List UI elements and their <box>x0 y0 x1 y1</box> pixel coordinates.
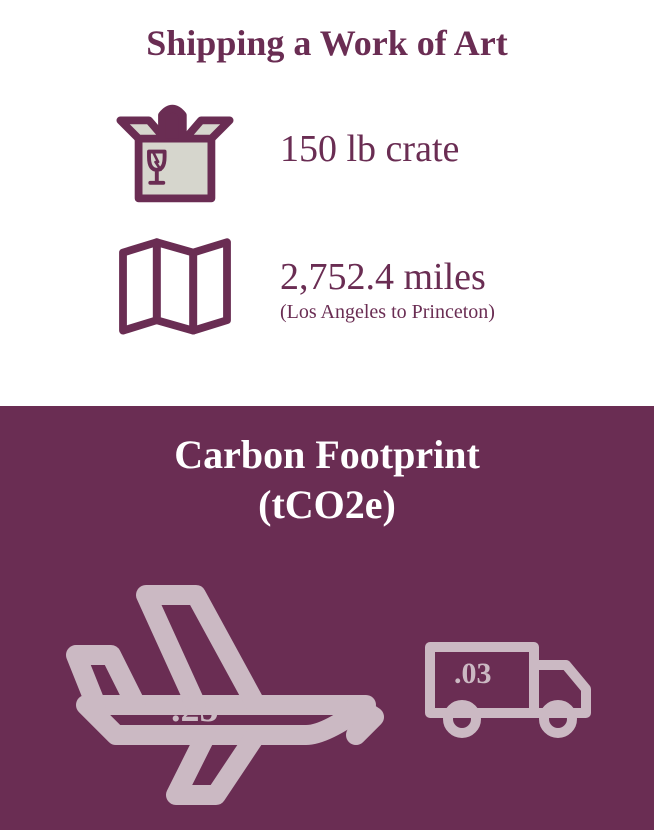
footprint-icons: .25 .03 <box>20 550 634 810</box>
truck-icon: .03 <box>418 625 598 745</box>
box-icon <box>100 84 250 214</box>
crate-text: 150 lb crate <box>250 127 594 171</box>
map-icon <box>100 234 250 344</box>
distance-text: 2,752.4 miles (Los Angeles to Princeton) <box>250 255 594 324</box>
crate-label: 150 lb crate <box>280 127 594 171</box>
footprint-title-line1: Carbon Footprint <box>174 432 480 477</box>
distance-label: 2,752.4 miles <box>280 255 594 299</box>
distance-sublabel: (Los Angeles to Princeton) <box>280 301 594 324</box>
footprint-title: Carbon Footprint (tCO2e) <box>20 430 634 530</box>
truck-value: .03 <box>454 657 492 691</box>
page-title: Shipping a Work of Art <box>0 0 654 74</box>
plane-value: .25 <box>171 687 219 731</box>
plane-icon: .25 <box>56 565 386 805</box>
footprint-panel: Carbon Footprint (tCO2e) .25 <box>0 406 654 830</box>
info-section: 150 lb crate 2,752.4 miles (Los Angeles … <box>0 74 654 384</box>
footprint-title-line2: (tCO2e) <box>258 482 396 527</box>
crate-row: 150 lb crate <box>100 84 594 214</box>
distance-row: 2,752.4 miles (Los Angeles to Princeton) <box>100 234 594 344</box>
